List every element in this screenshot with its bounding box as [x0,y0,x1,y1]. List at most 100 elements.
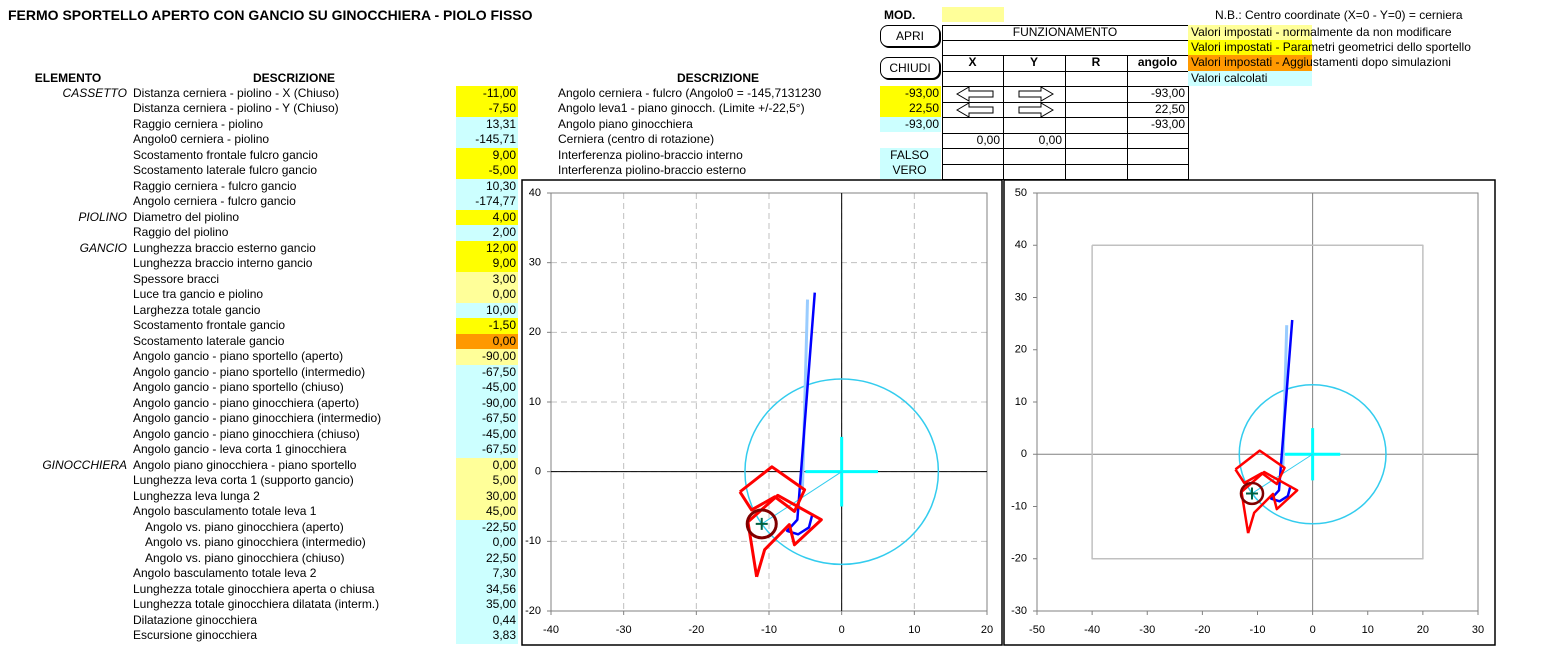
note-fill [1188,39,1312,56]
header: ELEMENTO [34,71,102,85]
row-label: Scostamento frontale gancio [133,318,286,332]
value-cell: -93,00 [880,116,941,132]
mod-label: MOD. [884,8,916,22]
value-cell: 10,30 [456,178,518,194]
value-cell: 9,00 [456,256,518,272]
y-tick-label: 30 [1015,291,1027,303]
x-tick-label: 0 [1310,624,1316,636]
value-cell: 7,30 [456,566,518,582]
row-label: Scostamento laterale fulcro gancio [133,163,318,177]
y-tick-label: 10 [1015,396,1027,408]
x-tick-label: -40 [1084,624,1100,636]
x-tick-label: -30 [616,624,632,636]
column-header: X [968,55,977,70]
value-cell: 0,00 [456,333,518,349]
circle-mark [1238,383,1387,525]
value-cell: -7,50 [456,101,518,117]
row-label: Angolo cerniera - fulcro (Angolo0 = -145… [558,85,822,100]
value-cell: 0,44 [456,612,518,628]
row-label: Lunghezza totale ginocchiera aperta o ch… [133,581,375,596]
arrow-icons [956,86,1054,118]
row-label: Angolo gancio - piano ginocchiera (apert… [133,395,360,410]
y-tick-label: 40 [529,187,541,199]
column-header: Y [1029,55,1038,70]
grid-line [1003,55,1004,179]
button[interactable]: APRI [880,25,940,47]
value-cell: 4,00 [456,209,518,225]
note-fill [1188,55,1312,71]
row-label: Distanza cerniera - piolino - Y (Chiuso) [133,101,339,115]
value-cell: 13,31 [456,116,518,132]
note: N.B.: Centro coordinate (X=0 - Y=0) = ce… [1215,8,1463,22]
row-label: Angolo vs. piano ginocchiera (intermedio… [145,535,366,549]
grid-line [1065,55,1066,179]
value-cell: 34,56 [456,581,518,597]
circle-mark [745,508,778,540]
plot-area [550,192,988,612]
row-label: Angolo gancio - leva corta 1 ginocchiera [133,442,347,456]
value-cell: -67,50 [456,411,518,427]
arrow-right [1018,102,1054,118]
chart-frame [1003,179,1496,646]
row-label: Angolo gancio - piano sportello (interme… [133,364,366,379]
value-cell: 2,00 [456,225,518,241]
x-tick-label: -20 [688,624,704,636]
circle-mark [1239,481,1265,506]
value-cell: 9,00 [456,147,518,163]
plot-area [1036,192,1479,612]
y-tick-label: 0 [1021,448,1027,460]
value-cell: 45,00 [456,504,518,520]
grid-cell: 0,00 [976,132,1000,147]
y-tick-label: 20 [1015,344,1027,356]
x-tick-label: 10 [1362,624,1374,636]
chart-frame [521,179,1003,646]
row-label: Angolo basculamento totale leva 2 [133,566,317,580]
y-tick-label: -30 [1011,605,1027,617]
y-tick-label: 30 [529,257,541,269]
value-cell: -45,00 [456,380,518,396]
note: Valori impostati - normalmente da non mo… [1191,24,1452,39]
y-tick-label: 10 [529,396,541,408]
x-tick-label: 20 [1417,624,1429,636]
value-cell: 3,83 [456,628,518,644]
value-cell: -1,50 [456,318,518,334]
note: Valori calcolati [1191,70,1268,85]
row-label: Raggio del piolino [133,225,229,239]
row-label: Angolo gancio - piano sportello (aperto) [133,349,344,363]
note-fill [1188,24,1312,40]
value-cell: 12,00 [456,240,518,256]
value-cell: 22,50 [880,101,941,117]
row-label: Distanza cerniera - piolino - X (Chiuso) [133,85,340,100]
grid-line [942,24,943,179]
row-label: Interferenza piolino-braccio esterno [558,163,747,177]
series-line [738,465,807,513]
value-cell: -67,50 [456,364,518,380]
arrow-left [956,86,994,102]
value-cell: FALSO [880,147,941,163]
series-line [1240,470,1299,534]
row-label: Lunghezza leva lunga 2 [133,488,260,503]
note-fill [1188,70,1312,87]
value-cell: -93,00 [880,85,941,101]
y-tick-label: -10 [1011,500,1027,512]
value-cell: 22,50 [456,550,518,566]
row-label: Angolo vs. piano ginocchiera (aperto) [145,519,344,534]
plus-marker [1245,487,1258,500]
row-label: Scostamento laterale gancio [133,333,285,348]
value-cell: 30,00 [456,488,518,504]
x-tick-label: 20 [981,624,993,636]
x-tick-label: -40 [543,624,559,636]
x-tick-label: 0 [839,624,845,636]
value-cell: -174,77 [456,194,518,210]
plus-marker [755,517,768,530]
header: DESCRIZIONE [676,71,759,85]
grid-cell: 0,00 [1038,132,1062,147]
value-cell: -90,00 [456,395,518,411]
row-label: Scostamento frontale fulcro gancio [133,147,318,162]
series-line [1234,449,1286,486]
row-label: Lunghezza braccio esterno gancio [133,240,316,255]
button[interactable]: CHIUDI [880,57,940,79]
value-cell: -22,50 [456,519,518,535]
